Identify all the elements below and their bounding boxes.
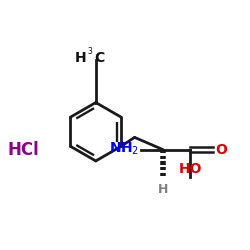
Text: HCl: HCl xyxy=(8,141,40,159)
Text: $_3$: $_3$ xyxy=(87,45,93,58)
Text: C: C xyxy=(95,50,105,64)
Text: HO: HO xyxy=(178,162,202,175)
Text: O: O xyxy=(215,143,227,157)
Text: NH$_2$: NH$_2$ xyxy=(110,140,140,157)
Text: H: H xyxy=(75,50,87,64)
Text: H: H xyxy=(158,184,168,196)
